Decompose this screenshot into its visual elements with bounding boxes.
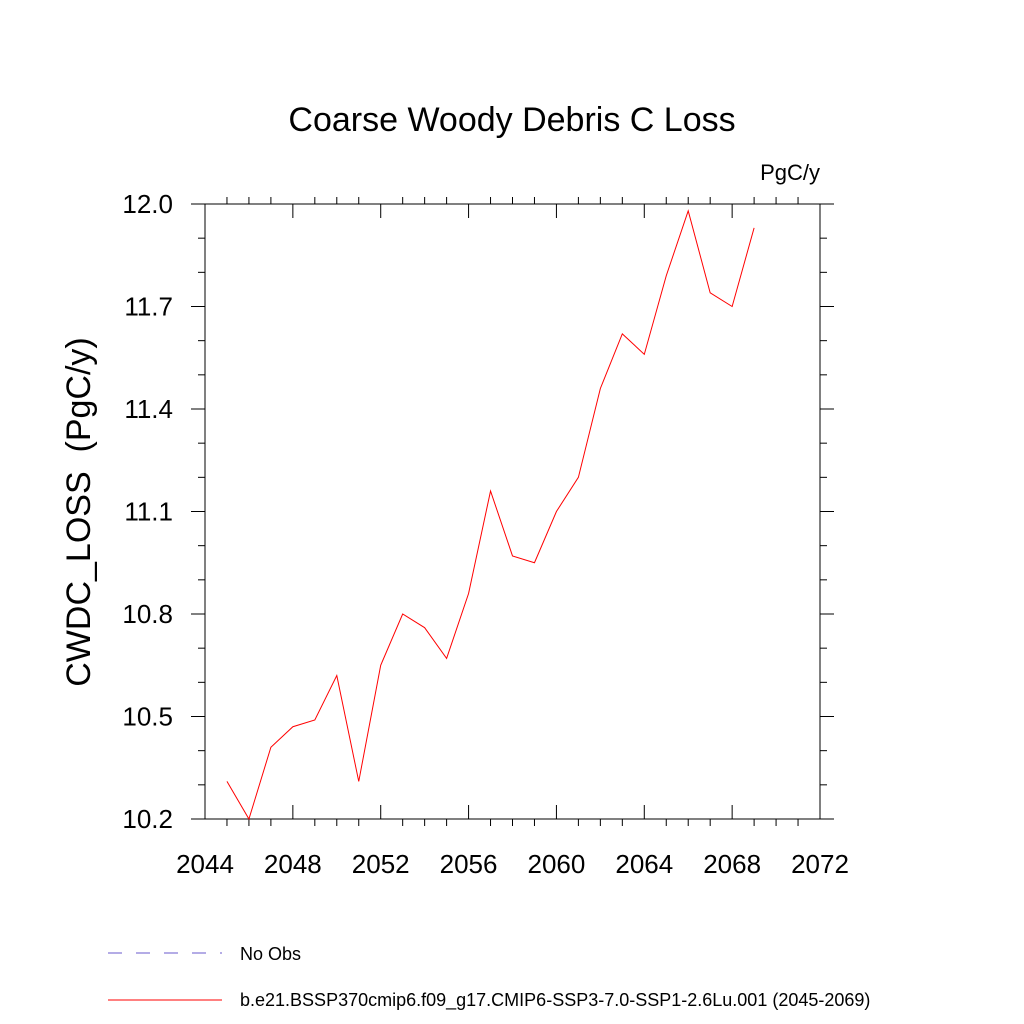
- x-tick-label: 2048: [264, 849, 322, 879]
- y-tick-label: 10.5: [122, 702, 173, 732]
- x-tick-label: 2044: [176, 849, 234, 879]
- axis-tick-labels: 2044 2048 2052 2056 2060 2064 2068 2072 10.2 10.5…: [122, 189, 849, 879]
- chart-title: Coarse Woody Debris C Loss: [288, 101, 735, 139]
- x-tick-label: 2060: [528, 849, 586, 879]
- x-tick-label: 2064: [615, 849, 673, 879]
- plot-area: 2044 2048 2052 2056 2060 2064 2068 2072 10.2 10.5…: [122, 189, 849, 879]
- y-tick-label: 12.0: [122, 189, 173, 219]
- plot-frame: [204, 203, 821, 820]
- y-tick-label: 11.4: [124, 394, 173, 424]
- axis-ticks: [191, 197, 834, 826]
- y-axis-label: CWDC_LOSS (PgC/y): [60, 337, 98, 687]
- x-tick-label: 2052: [352, 849, 410, 879]
- x-tick-label: 2072: [791, 849, 849, 879]
- legend-label-no-obs: No Obs: [240, 944, 301, 964]
- legend-label-model-run: b.e21.BSSP370cmip6.f09_g17.CMIP6-SSP3-7.…: [240, 990, 870, 1011]
- y-tick-label: 11.1: [124, 497, 173, 527]
- x-tick-label: 2056: [440, 849, 498, 879]
- series-line-0: [226, 209, 755, 821]
- legend: No Obs b.e21.BSSP370cmip6.f09_g17.CMIP6-…: [108, 944, 870, 1011]
- units-label: PgC/y: [760, 160, 820, 185]
- x-tick-label: 2068: [703, 849, 761, 879]
- series-layer: [226, 209, 755, 821]
- y-tick-label: 11.7: [124, 292, 173, 322]
- y-tick-label: 10.8: [122, 599, 173, 629]
- y-tick-label: 10.2: [122, 804, 173, 834]
